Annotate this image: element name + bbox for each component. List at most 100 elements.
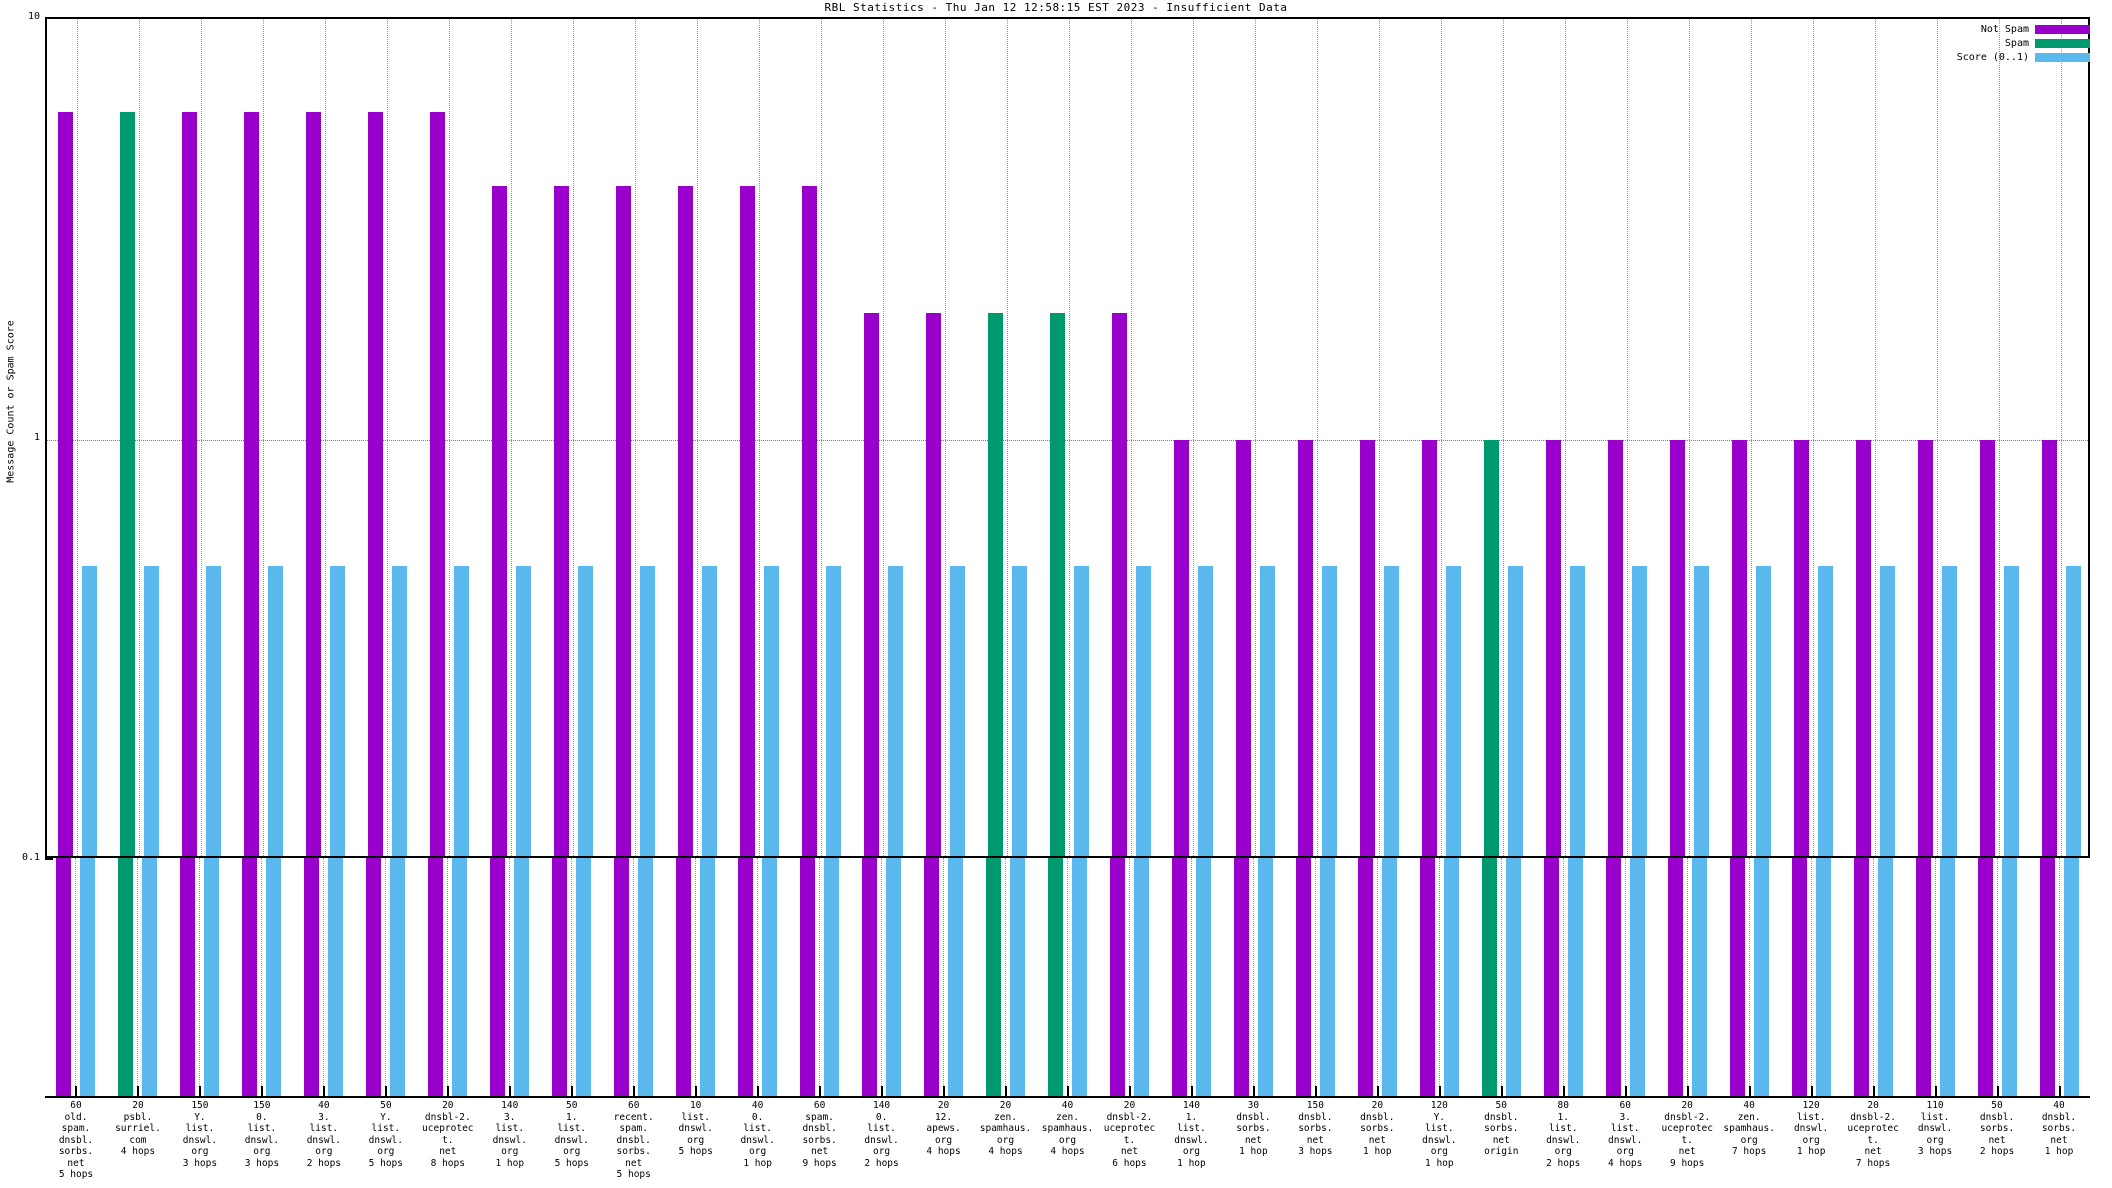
bar-score[interactable] bbox=[578, 566, 594, 856]
vertical-gridline bbox=[2060, 19, 2062, 856]
x-axis-tick-mark bbox=[2058, 1086, 2061, 1096]
x-axis-tick-mark bbox=[571, 1086, 574, 1096]
x-axis-tick-label: 20 dnsbl-2. uceprotect. net 6 hops bbox=[1103, 1100, 1156, 1169]
bar-extension-score bbox=[514, 858, 530, 1096]
bar-score[interactable] bbox=[702, 566, 718, 856]
vertical-gridline bbox=[1130, 19, 1132, 856]
y-axis-tick-label: 0.1 bbox=[21, 852, 40, 863]
bar-not-spam[interactable] bbox=[1607, 439, 1623, 856]
bar-spam[interactable] bbox=[1483, 439, 1499, 856]
x-axis-tick-mark bbox=[75, 1086, 78, 1096]
bar-not-spam[interactable] bbox=[58, 112, 74, 856]
x-axis-tick-label: 120 list. dnswl. org 1 hop bbox=[1793, 1100, 1829, 1157]
x-axis-tick-label: 80 1. list. dnswl. org 2 hops bbox=[1546, 1100, 1581, 1169]
bar-not-spam[interactable] bbox=[1235, 439, 1251, 856]
bar-extension-not-spam bbox=[552, 858, 568, 1096]
bar-score[interactable] bbox=[82, 566, 98, 856]
bar-spam[interactable] bbox=[120, 112, 136, 856]
bar-score[interactable] bbox=[2065, 566, 2081, 856]
bar-extension-score bbox=[824, 858, 840, 1096]
bar-not-spam[interactable] bbox=[1979, 439, 1995, 856]
bar-extension-not-spam bbox=[304, 858, 320, 1096]
bar-spam[interactable] bbox=[988, 312, 1004, 856]
x-axis-tick-label: 40 3. list. dnswl. org 2 hops bbox=[306, 1100, 342, 1169]
vertical-gridline bbox=[1007, 19, 1009, 856]
bar-score[interactable] bbox=[206, 566, 222, 856]
bar-not-spam[interactable] bbox=[1173, 439, 1189, 856]
bar-score[interactable] bbox=[764, 566, 780, 856]
x-axis-tick-label: 60 old. spam. dnsbl. sorbs. net 5 hops bbox=[58, 1100, 94, 1180]
bar-score[interactable] bbox=[1507, 566, 1523, 856]
bar-not-spam[interactable] bbox=[1545, 439, 1561, 856]
bar-score[interactable] bbox=[1197, 566, 1213, 856]
bar-not-spam[interactable] bbox=[368, 112, 384, 856]
bar-score[interactable] bbox=[1012, 566, 1028, 856]
bar-score[interactable] bbox=[1074, 566, 1089, 856]
bar-not-spam[interactable] bbox=[864, 312, 880, 856]
bar-extension-score bbox=[576, 858, 592, 1096]
bar-not-spam[interactable] bbox=[1793, 439, 1809, 856]
bar-not-spam[interactable] bbox=[1669, 439, 1685, 856]
bar-not-spam[interactable] bbox=[182, 112, 198, 856]
bar-score[interactable] bbox=[1321, 566, 1337, 856]
bar-score[interactable] bbox=[1259, 566, 1275, 856]
bar-extension-score bbox=[2001, 858, 2017, 1096]
bar-not-spam[interactable] bbox=[1917, 439, 1933, 856]
bar-score[interactable] bbox=[640, 566, 656, 856]
bar-not-spam[interactable] bbox=[1297, 439, 1313, 856]
legend-item-spam[interactable]: Spam bbox=[2005, 38, 2090, 49]
horizontal-minor-gridline bbox=[47, 607, 2088, 608]
bar-spam[interactable] bbox=[1050, 312, 1065, 856]
bar-score[interactable] bbox=[330, 566, 346, 856]
bar-not-spam[interactable] bbox=[1111, 312, 1127, 856]
bar-not-spam[interactable] bbox=[1855, 439, 1871, 856]
bar-score[interactable] bbox=[268, 566, 284, 856]
bar-score[interactable] bbox=[392, 566, 408, 856]
x-axis-tick-label: 140 1. list. dnswl. org 1 hop bbox=[1174, 1100, 1209, 1169]
bar-not-spam[interactable] bbox=[616, 186, 632, 856]
bar-not-spam[interactable] bbox=[740, 186, 756, 856]
bar-score[interactable] bbox=[1817, 566, 1833, 856]
bar-not-spam[interactable] bbox=[306, 112, 322, 856]
vertical-gridline bbox=[759, 19, 761, 856]
legend-item-not-spam[interactable]: Not Spam bbox=[1981, 24, 2090, 35]
bar-score[interactable] bbox=[1135, 566, 1151, 856]
vertical-gridline-lower bbox=[1500, 858, 1502, 1086]
vertical-gridline bbox=[1564, 19, 1566, 856]
bar-score[interactable] bbox=[1693, 566, 1709, 856]
bar-score[interactable] bbox=[1631, 566, 1647, 856]
bar-not-spam[interactable] bbox=[802, 186, 818, 856]
bar-not-spam[interactable] bbox=[926, 312, 942, 856]
bar-not-spam[interactable] bbox=[430, 112, 446, 856]
bar-score[interactable] bbox=[1879, 566, 1895, 856]
horizontal-minor-gridline bbox=[47, 84, 2088, 85]
bar-score[interactable] bbox=[1569, 566, 1585, 856]
bar-extension-score bbox=[142, 858, 158, 1096]
bar-not-spam[interactable] bbox=[492, 186, 508, 856]
bar-score[interactable] bbox=[950, 566, 966, 856]
bar-not-spam[interactable] bbox=[1421, 439, 1437, 856]
bar-score[interactable] bbox=[144, 566, 160, 856]
bar-score[interactable] bbox=[1445, 566, 1461, 856]
bar-score[interactable] bbox=[2003, 566, 2019, 856]
bar-not-spam[interactable] bbox=[678, 186, 694, 856]
bar-not-spam[interactable] bbox=[554, 186, 570, 856]
vertical-gridline bbox=[1936, 19, 1938, 856]
x-axis-tick-mark bbox=[261, 1086, 264, 1096]
bar-not-spam[interactable] bbox=[1731, 439, 1747, 856]
bar-not-spam[interactable] bbox=[1359, 439, 1375, 856]
bar-extension-score bbox=[1443, 858, 1459, 1096]
bar-extension-not-spam bbox=[1791, 858, 1807, 1096]
bar-not-spam[interactable] bbox=[2041, 439, 2057, 856]
bar-score[interactable] bbox=[1941, 566, 1957, 856]
vertical-gridline-lower bbox=[385, 858, 387, 1086]
bar-score[interactable] bbox=[1383, 566, 1399, 856]
bar-score[interactable] bbox=[888, 566, 904, 856]
bar-score[interactable] bbox=[516, 566, 532, 856]
bar-not-spam[interactable] bbox=[244, 112, 260, 856]
legend-item-score[interactable]: Score (0..1) bbox=[1957, 52, 2090, 63]
bar-score[interactable] bbox=[1755, 566, 1771, 856]
vertical-gridline-lower bbox=[75, 858, 77, 1086]
bar-score[interactable] bbox=[826, 566, 842, 856]
bar-score[interactable] bbox=[454, 566, 470, 856]
